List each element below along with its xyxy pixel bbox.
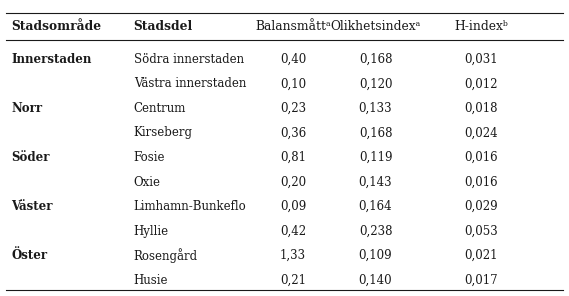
Text: 0,012: 0,012: [464, 77, 497, 90]
Text: Söder: Söder: [11, 151, 50, 164]
Text: Norr: Norr: [11, 102, 43, 115]
Text: 1,33: 1,33: [280, 249, 306, 262]
Text: 0,09: 0,09: [280, 200, 306, 213]
Text: Centrum: Centrum: [134, 102, 186, 115]
Text: Innerstaden: Innerstaden: [11, 53, 92, 66]
Text: Öster: Öster: [11, 249, 47, 262]
Text: Stadsområde: Stadsområde: [11, 20, 101, 33]
Text: 0,119: 0,119: [359, 151, 392, 164]
Text: 0,053: 0,053: [464, 225, 498, 238]
Text: 0,42: 0,42: [280, 225, 306, 238]
Text: Oxie: Oxie: [134, 176, 160, 189]
Text: 0,20: 0,20: [280, 176, 306, 189]
Text: Balansmåttᵃ: Balansmåttᵃ: [255, 20, 331, 33]
Text: Fosie: Fosie: [134, 151, 165, 164]
Text: 0,109: 0,109: [358, 249, 393, 262]
Text: 0,021: 0,021: [464, 249, 497, 262]
Text: Västra innerstaden: Västra innerstaden: [134, 77, 246, 90]
Text: 0,120: 0,120: [359, 77, 392, 90]
Text: 0,031: 0,031: [464, 53, 498, 66]
Text: 0,024: 0,024: [464, 126, 498, 139]
Text: 0,143: 0,143: [358, 176, 393, 189]
Text: 0,21: 0,21: [280, 274, 306, 287]
Text: 0,017: 0,017: [464, 274, 498, 287]
Text: Olikhetsindexᵃ: Olikhetsindexᵃ: [331, 20, 420, 33]
Text: 0,238: 0,238: [359, 225, 392, 238]
Text: 0,016: 0,016: [464, 176, 498, 189]
Text: 0,36: 0,36: [280, 126, 306, 139]
Text: 0,029: 0,029: [464, 200, 498, 213]
Text: Väster: Väster: [11, 200, 53, 213]
Text: 0,140: 0,140: [358, 274, 393, 287]
Text: 0,23: 0,23: [280, 102, 306, 115]
Text: 0,018: 0,018: [464, 102, 497, 115]
Text: 0,168: 0,168: [359, 53, 392, 66]
Text: Södra innerstaden: Södra innerstaden: [134, 53, 244, 66]
Text: Rosengård: Rosengård: [134, 248, 198, 263]
Text: Limhamn-Bunkeflo: Limhamn-Bunkeflo: [134, 200, 246, 213]
Text: 0,40: 0,40: [280, 53, 306, 66]
Text: 0,168: 0,168: [359, 126, 392, 139]
Text: 0,164: 0,164: [358, 200, 393, 213]
Text: 0,81: 0,81: [280, 151, 306, 164]
Text: 0,016: 0,016: [464, 151, 498, 164]
Text: Stadsdel: Stadsdel: [134, 20, 193, 33]
Text: Husie: Husie: [134, 274, 168, 287]
Text: H-indexᵇ: H-indexᵇ: [454, 20, 508, 33]
Text: Hyllie: Hyllie: [134, 225, 169, 238]
Text: 0,133: 0,133: [358, 102, 393, 115]
Text: 0,10: 0,10: [280, 77, 306, 90]
Text: Kirseberg: Kirseberg: [134, 126, 193, 139]
